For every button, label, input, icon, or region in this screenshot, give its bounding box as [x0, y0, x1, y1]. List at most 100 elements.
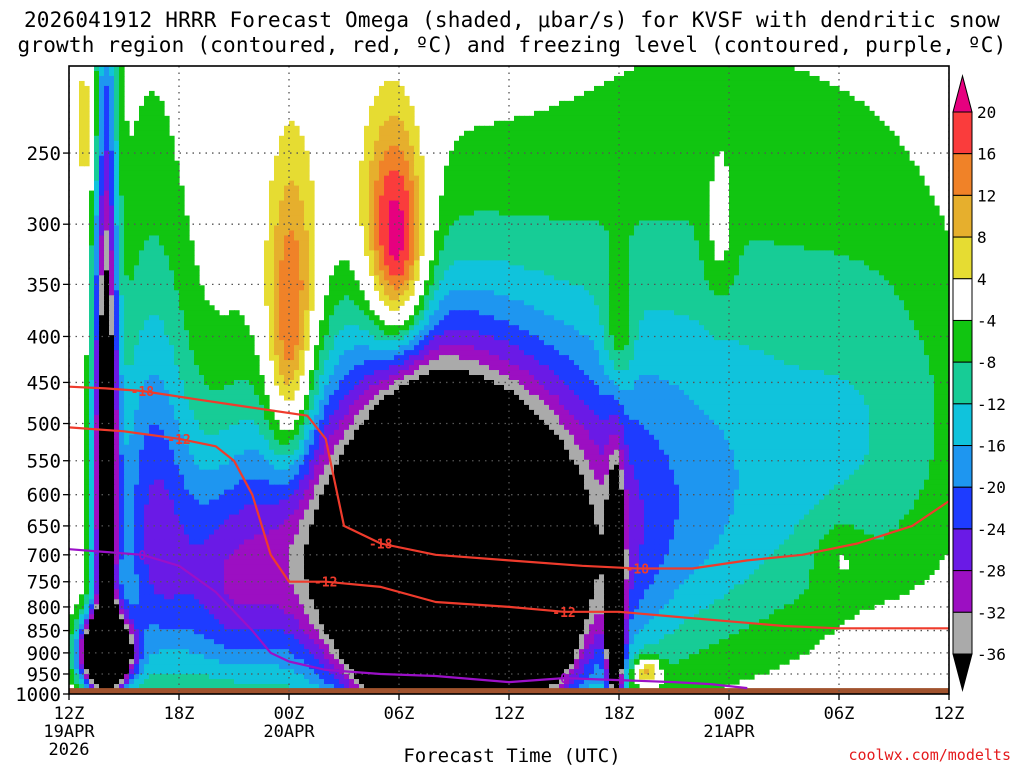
omega-cell	[719, 70, 725, 77]
omega-cell	[679, 66, 685, 72]
omega-cell	[829, 105, 835, 112]
omega-cell	[449, 180, 455, 187]
omega-cell	[404, 165, 410, 172]
omega-cell	[799, 270, 805, 276]
omega-cell	[734, 105, 740, 112]
omega-cell	[279, 200, 285, 207]
omega-cell	[384, 195, 390, 202]
omega-cell	[159, 270, 165, 276]
omega-cell	[564, 275, 570, 281]
omega-cell	[279, 145, 285, 152]
omega-cell	[394, 90, 400, 97]
omega-cell	[114, 70, 120, 77]
omega-cell	[659, 275, 665, 281]
omega-cell	[639, 170, 645, 177]
omega-cell	[384, 275, 390, 281]
omega-cell	[699, 110, 705, 117]
omega-cell	[754, 195, 760, 202]
omega-cell	[859, 170, 865, 177]
omega-cell	[679, 220, 685, 227]
omega-cell	[509, 195, 515, 202]
omega-cell	[649, 115, 655, 122]
omega-cell	[919, 255, 925, 261]
omega-cell	[729, 125, 735, 132]
omega-cell	[789, 120, 795, 127]
omega-cell	[104, 66, 110, 72]
omega-cell	[599, 160, 605, 167]
omega-cell	[584, 165, 590, 172]
omega-cell	[584, 220, 590, 227]
omega-cell	[754, 85, 760, 92]
omega-cell	[764, 260, 770, 266]
omega-cell	[719, 115, 725, 122]
omega-cell	[749, 200, 755, 207]
omega-cell	[779, 150, 785, 157]
omega-cell	[899, 145, 905, 152]
omega-cell	[709, 80, 715, 87]
omega-cell	[154, 120, 160, 127]
omega-cell	[139, 165, 145, 172]
omega-cell	[854, 270, 860, 276]
omega-cell	[914, 235, 920, 242]
omega-cell	[384, 260, 390, 266]
omega-cell	[569, 180, 575, 187]
omega-cell	[299, 200, 305, 207]
omega-cell	[119, 145, 125, 152]
omega-cell	[589, 160, 595, 167]
omega-cell	[669, 160, 675, 167]
omega-cell	[844, 260, 850, 266]
omega-cell	[649, 170, 655, 177]
omega-cell	[699, 190, 705, 197]
omega-cell	[814, 115, 820, 122]
omega-cell	[684, 225, 690, 232]
omega-cell	[819, 150, 825, 157]
omega-cell	[304, 245, 310, 252]
omega-cell	[694, 260, 700, 266]
omega-cell	[764, 200, 770, 207]
omega-cell	[854, 255, 860, 261]
omega-cell	[669, 175, 675, 182]
omega-cell	[594, 200, 600, 207]
omega-cell	[859, 195, 865, 202]
omega-cell	[464, 220, 470, 227]
omega-cell	[294, 210, 300, 217]
omega-cell	[784, 66, 790, 72]
omega-cell	[539, 195, 545, 202]
omega-cell	[104, 205, 110, 212]
omega-cell	[609, 175, 615, 182]
omega-cell	[584, 215, 590, 222]
omega-cell	[174, 235, 180, 242]
omega-cell	[719, 110, 725, 117]
omega-cell	[139, 160, 145, 167]
omega-cell	[264, 270, 270, 276]
omega-cell	[469, 235, 475, 242]
omega-cell	[599, 155, 605, 162]
omega-cell	[754, 240, 760, 247]
omega-cell	[629, 215, 635, 222]
omega-cell	[124, 265, 130, 271]
omega-cell	[744, 200, 750, 207]
omega-cell	[594, 195, 600, 202]
omega-cell	[94, 70, 100, 77]
omega-cell	[894, 135, 900, 142]
omega-cell	[534, 205, 540, 212]
omega-cell	[394, 115, 400, 122]
omega-cell	[389, 90, 395, 97]
omega-cell	[769, 170, 775, 177]
omega-cell	[719, 75, 725, 82]
omega-cell	[689, 85, 695, 92]
omega-cell	[759, 210, 765, 217]
omega-cell	[579, 230, 585, 237]
omega-cell	[694, 155, 700, 162]
omega-cell	[179, 270, 185, 276]
omega-cell	[774, 275, 780, 281]
omega-cell	[744, 245, 750, 252]
omega-cell	[634, 105, 640, 112]
omega-cell	[804, 125, 810, 132]
omega-cell	[554, 110, 560, 117]
omega-cell	[139, 250, 145, 256]
omega-cell	[884, 250, 890, 256]
omega-cell	[819, 245, 825, 252]
omega-cell	[444, 220, 450, 227]
omega-cell	[554, 185, 560, 192]
